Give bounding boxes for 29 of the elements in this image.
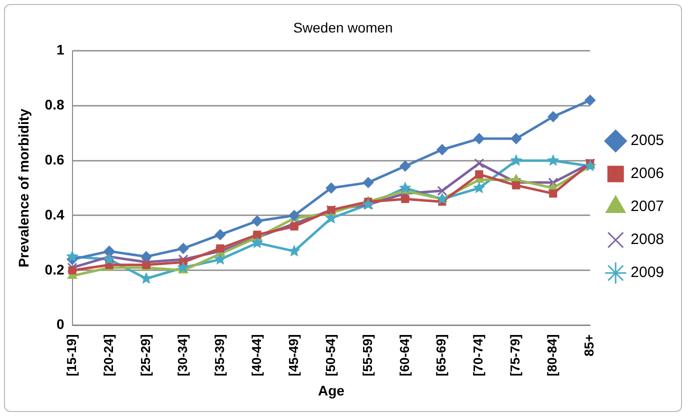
- x-tick-label: [25-29]: [138, 334, 153, 376]
- x-tick-label: [60-64]: [396, 334, 412, 376]
- x-tick-label: [50-54]: [322, 334, 338, 376]
- x-tick-label: [20-24]: [100, 334, 116, 376]
- y-tick-label: 0: [56, 316, 64, 332]
- legend-label: 2007: [630, 198, 664, 216]
- x-tick-label: [70-74]: [470, 334, 486, 376]
- y-tick-label: 0.6: [44, 151, 64, 168]
- chart-title: Sweden women: [293, 19, 393, 36]
- legend-label: 2009: [630, 264, 664, 282]
- x-tick-label: [15-19]: [64, 334, 79, 376]
- x-axis-title: Age: [318, 382, 345, 398]
- y-tick-label: 0.8: [44, 96, 64, 113]
- legend-label: 2008: [630, 231, 664, 248]
- y-tick-label: 1: [56, 42, 64, 58]
- y-tick-label: 0.2: [44, 261, 64, 278]
- legend-label: 2006: [630, 165, 664, 182]
- x-tick-label: [40-44]: [248, 334, 264, 376]
- x-tick-label: [45-49]: [286, 334, 301, 376]
- y-tick-label: 0.4: [44, 206, 64, 222]
- x-tick-label: [30-34]: [174, 334, 190, 376]
- x-tick-label: [35-39]: [212, 334, 227, 376]
- y-axis-title: Prevalence of morbidity: [15, 108, 32, 268]
- x-tick-label: [75-79]: [508, 334, 523, 376]
- x-tick-label: [80-84]: [544, 334, 560, 376]
- legend-label: 2005: [630, 132, 664, 150]
- x-tick-label: [55-59]: [360, 334, 375, 376]
- x-tick-label: 85+: [582, 334, 597, 356]
- x-tick-label: [65-69]: [434, 334, 449, 376]
